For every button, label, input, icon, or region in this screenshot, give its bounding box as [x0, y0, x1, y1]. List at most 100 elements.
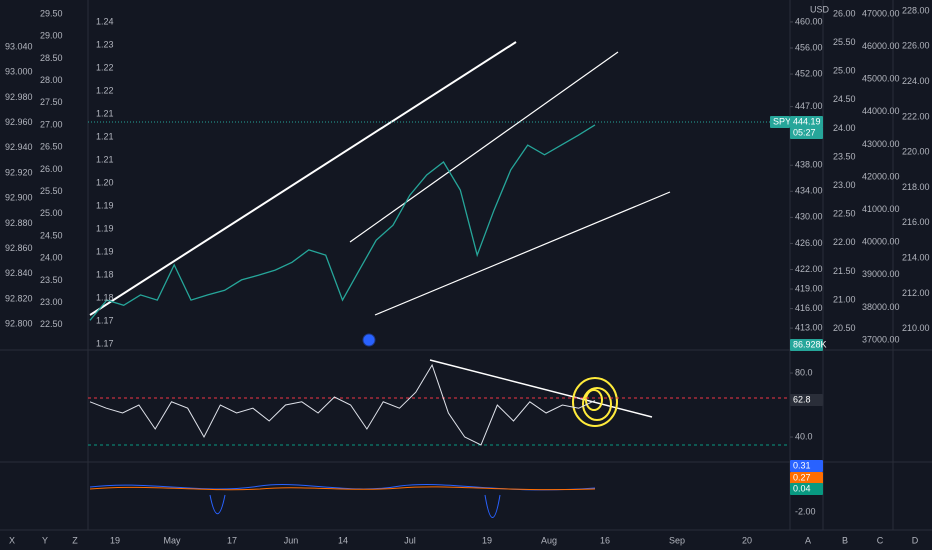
left-scale-label: 92.960: [5, 117, 33, 127]
scale-toggle[interactable]: Y: [42, 535, 48, 545]
rsi-badge: 62.8: [793, 394, 811, 404]
right-scale-label: 21.50: [833, 266, 856, 276]
right-scale-label: 41000.00: [862, 204, 900, 214]
macd-badge: 0.31: [793, 460, 811, 470]
price-tick-label: 456.00: [795, 42, 823, 52]
left-scale-label: 92.980: [5, 92, 33, 102]
separators: [0, 0, 932, 531]
highlight-circles: [572, 377, 618, 427]
right-scale-label: 228.00: [902, 5, 930, 15]
right-scale-label: 24.00: [833, 123, 856, 133]
countdown-badge: 05:27: [793, 127, 816, 137]
left-scale-label: 1.19: [96, 223, 114, 233]
right-scale-label: 210.00: [902, 323, 930, 333]
left-scale-label: 29.00: [40, 31, 63, 41]
left-scale-label: 1.24: [96, 16, 114, 26]
left-scale-label: 25.50: [40, 186, 63, 196]
right-scale-label: 47000.00: [862, 8, 900, 18]
left-scale-label: 92.820: [5, 293, 33, 303]
scale-toggle[interactable]: D: [912, 535, 919, 545]
macd-tick-label: -2.00: [795, 506, 816, 516]
right-scale-label: 23.00: [833, 180, 856, 190]
currency-label: USD: [810, 4, 830, 14]
x-tick-label: Jun: [284, 535, 299, 545]
macd-badge: 0.27: [793, 472, 811, 482]
left-scale-label: 26.50: [40, 142, 63, 152]
volume-badge-bg: [790, 339, 823, 351]
right-scale-label: 212.00: [902, 288, 930, 298]
macd-badge-bg: [790, 483, 823, 495]
x-tick-label: Aug: [541, 535, 557, 545]
event-marker[interactable]: [362, 333, 376, 347]
right-scale-label: 39000.00: [862, 269, 900, 279]
right-scale-label: 38000.00: [862, 302, 900, 312]
left-scale-label: 24.50: [40, 230, 63, 240]
right-scale-label: 45000.00: [862, 74, 900, 84]
left-scale-label: 92.940: [5, 142, 33, 152]
x-tick-label: 16: [600, 535, 610, 545]
left-scale-label: 1.18: [96, 269, 114, 279]
right-scale-label: 42000.00: [862, 171, 900, 181]
left-scale-label: 92.920: [5, 167, 33, 177]
right-scale-label: 21.00: [833, 294, 856, 304]
left-scale-label: 92.860: [5, 243, 33, 253]
right-scale-label: 226.00: [902, 41, 930, 51]
price-tick-label: 422.00: [795, 264, 823, 274]
left-scale-label: 24.00: [40, 253, 63, 263]
right-scale-label: 44000.00: [862, 106, 900, 116]
scale-toggle[interactable]: Z: [72, 535, 78, 545]
trend-lines: [89, 41, 671, 418]
price-tick-label: 413.00: [795, 322, 823, 332]
left-scale-label: 92.900: [5, 193, 33, 203]
right-scale-label: 23.50: [833, 151, 856, 161]
left-scale-label: 93.000: [5, 67, 33, 77]
left-scale-label: 1.22: [96, 85, 114, 95]
right-scale-label: 216.00: [902, 217, 930, 227]
scale-toggle[interactable]: X: [9, 535, 15, 545]
left-scale-label: 25.00: [40, 208, 63, 218]
x-tick-label: 17: [227, 535, 237, 545]
scale-toggle[interactable]: B: [842, 535, 848, 545]
left-scale-label: 1.21: [96, 154, 114, 164]
scale-toggle[interactable]: A: [805, 535, 811, 545]
x-tick-label: 20: [742, 535, 752, 545]
left-scale-label: 23.00: [40, 297, 63, 307]
macd-badge-bg: [790, 472, 823, 484]
price-tick-label: 434.00: [795, 186, 823, 196]
price-tick-label: 430.00: [795, 212, 823, 222]
x-tick-label: 14: [338, 535, 348, 545]
symbol-badge-bg: [770, 116, 790, 128]
price-tick-label: 438.00: [795, 160, 823, 170]
right-scale-label: 218.00: [902, 182, 930, 192]
left-scale-label: 1.17: [96, 315, 114, 325]
left-scale-label: 1.20: [96, 177, 114, 187]
x-tick-label: Sep: [669, 535, 685, 545]
x-tick-label: Jul: [404, 535, 416, 545]
left-scale-label: 1.19: [96, 200, 114, 210]
right-scale-label: 22.50: [833, 209, 856, 219]
x-tick-label: May: [163, 535, 181, 545]
right-scale-label: 37000.00: [862, 334, 900, 344]
right-scale-label: 25.50: [833, 37, 856, 47]
macd-dips: [209, 494, 501, 518]
macd-signal: [89, 486, 596, 491]
right-scale-label: 26.00: [833, 8, 856, 18]
left-scale-label: 1.21: [96, 108, 114, 118]
left-scale-label: 27.00: [40, 119, 63, 129]
scale-toggle[interactable]: C: [877, 535, 884, 545]
symbol-badge: SPY: [773, 116, 791, 126]
x-tick-label: 19: [482, 535, 492, 545]
last-price-badge: 444.19: [793, 116, 821, 126]
right-scale-label: 24.50: [833, 94, 856, 104]
left-scale-label: 1.17: [96, 338, 114, 348]
price-tick-label: 452.00: [795, 68, 823, 78]
countdown-badge-bg: [790, 127, 823, 139]
x-tick-label: 19: [110, 535, 120, 545]
left-scale-label: 27.50: [40, 97, 63, 107]
right-scale-label: 20.50: [833, 323, 856, 333]
left-scale-label: 28.00: [40, 75, 63, 85]
right-scale-label: 220.00: [902, 147, 930, 157]
right-scale-label: 224.00: [902, 76, 930, 86]
rsi-tick-label: 80.0: [795, 367, 813, 377]
